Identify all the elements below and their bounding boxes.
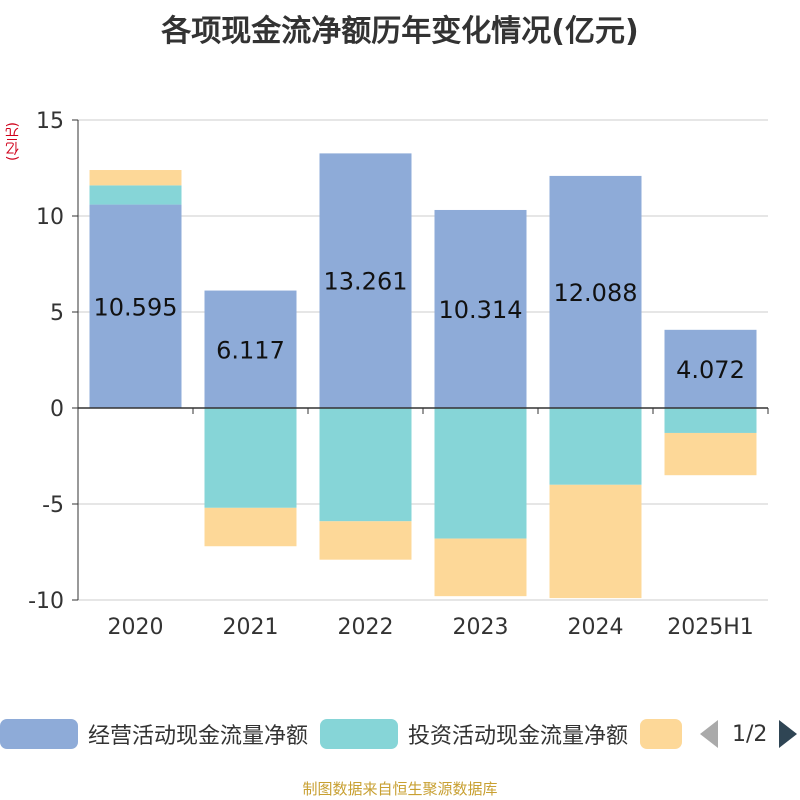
x-tick-label: 2025H1 — [667, 615, 754, 640]
bar-series-2-2022[interactable] — [319, 408, 412, 522]
data-label: 10.595 — [94, 293, 178, 321]
data-label: 13.261 — [324, 268, 408, 296]
bar-series-1-2023[interactable] — [434, 209, 527, 408]
bar-series-3-2020[interactable] — [89, 170, 182, 186]
x-tick-label: 2024 — [568, 615, 624, 640]
y-tick-label: 15 — [36, 109, 64, 134]
legend-swatch-operating — [0, 719, 78, 749]
bar-series-3-2024[interactable] — [549, 484, 642, 599]
bar-series-2-2023[interactable] — [434, 408, 527, 539]
y-tick-label: 5 — [50, 301, 64, 326]
bar-series-2-2024[interactable] — [549, 408, 642, 485]
x-tick-label: 2020 — [108, 615, 164, 640]
x-tick-label: 2023 — [453, 615, 509, 640]
legend-label-operating: 经营活动现金流量净额 — [88, 724, 309, 749]
bar-series-2-2025H1[interactable] — [664, 408, 757, 433]
chart-title: 各项现金流净额历年变化情况(亿元) — [161, 14, 639, 49]
bar-series-3-2022[interactable] — [319, 521, 412, 560]
x-tick-label: 2021 — [223, 615, 279, 640]
legend-page-indicator: 1/2 — [732, 721, 768, 747]
legend-item-financing[interactable] — [640, 716, 692, 752]
legend: 经营活动现金流量净额 投资活动现金流量净额 1/2 — [0, 716, 800, 752]
bar-series-2-2021[interactable] — [204, 408, 297, 508]
bar-series-1-2025H1[interactable] — [664, 329, 757, 408]
bar-series-1-2024[interactable] — [549, 175, 642, 408]
data-label: 6.117 — [216, 336, 285, 364]
legend-next-page-icon[interactable] — [779, 720, 798, 748]
stacked-bar-chart: 15 10 5 0 -5 -10 2020 2021 2022 2023 2024 2025H1 10… — [28, 109, 769, 640]
bar-series-1-2022[interactable] — [319, 153, 412, 408]
y-tick-label: -5 — [42, 493, 64, 518]
bar-series-3-2021[interactable] — [204, 507, 297, 547]
y-tick-label: -10 — [28, 589, 64, 614]
bar-series-2-2020[interactable] — [89, 185, 182, 205]
data-source-note: 制图数据来自恒生聚源数据库 — [302, 780, 498, 798]
data-label: 4.072 — [676, 356, 745, 384]
y-tick-label: 10 — [36, 205, 64, 230]
legend-swatch-investing — [320, 719, 398, 749]
legend-item-operating[interactable]: 经营活动现金流量净额 — [0, 716, 308, 752]
legend-prev-page-icon[interactable] — [700, 720, 718, 748]
bar-series-3-2023[interactable] — [434, 538, 527, 597]
data-label: 12.088 — [554, 279, 638, 307]
legend-pager: 1/2 — [700, 716, 798, 752]
y-tick-label: 0 — [50, 397, 64, 422]
bar-series-1-2021[interactable] — [204, 290, 297, 408]
legend-label-investing: 投资活动现金流量净额 — [408, 724, 629, 749]
bar-series-1-2020[interactable] — [89, 204, 182, 408]
legend-swatch-financing — [640, 719, 682, 749]
x-tick-label: 2022 — [338, 615, 394, 640]
data-label: 10.314 — [439, 296, 523, 324]
bar-series-3-2025H1[interactable] — [664, 432, 757, 476]
legend-item-investing[interactable]: 投资活动现金流量净额 — [320, 716, 628, 752]
